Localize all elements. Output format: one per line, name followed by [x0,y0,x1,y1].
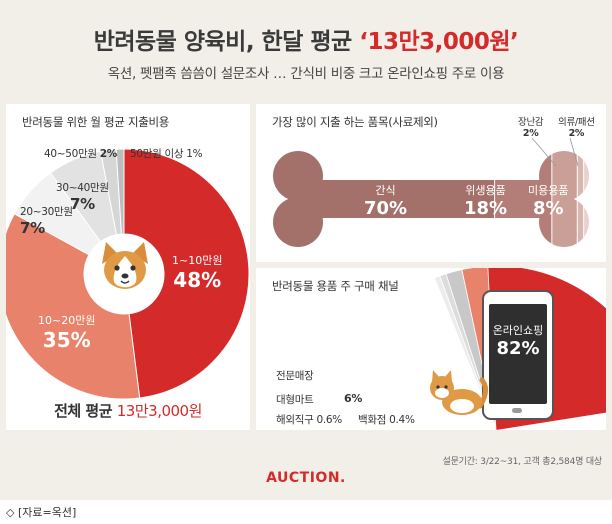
slice-label-40-50: 40~50만원 2% [44,148,118,160]
leader-line-1 [569,137,579,167]
bone-bar-chart [273,137,589,247]
channel-slice-4 [433,275,497,430]
channel-label-department: 백화점 0.4% [358,414,415,426]
channel-value-mart: 6% [344,392,363,405]
item-label-snack: 간식 70% [364,184,408,219]
channel-panel-title: 반려동물 용품 주 구매 채널 [272,279,399,293]
spending-slice-5 [115,148,125,235]
survey-note: 설문기간: 3/22~31, 고객 총2,584명 대상 [442,457,602,467]
page-title: 반려동물 양육비, 한달 평균 ‘13만3,000원’ [0,22,612,56]
bone-segment-3 [577,151,585,247]
channel-panel: 반려동물 용품 주 구매 채널 온라인쇼핑 82% 전문매장 11% 대형마트 6… [256,268,606,430]
items-panel: 가장 많이 지출 하는 품목(사료제외) 간식 70% 위생용품 18% 미용용품 8… [256,104,606,262]
page-subtitle: 옥션, 펫팸족 씀씀이 설문조사 … 간식비 비중 크고 온라인쇼핑 주로 이용 [107,66,505,82]
dog-face-icon [92,237,158,303]
slice-label-20-30: 20~30만원 7% [20,206,73,237]
channel-label-mart: 대형마트 [276,394,314,406]
channel-value-specialty: 11% [354,368,380,381]
title-highlight: ‘13만3,000원’ [359,29,519,55]
item-label-hygiene: 위생용품 18% [464,184,508,219]
auction-logo: AUCTION. [266,470,346,486]
bone-segment-2 [551,151,578,247]
spending-panel: 반려동물 위한 월 평균 지출비용 40~50만원 2% 50만원 이상 1% … [6,104,250,430]
slice-label-30-40: 30~40만원 7% [56,182,109,213]
channel-label-specialty: 전문매장 [276,370,314,382]
cat-icon [430,370,488,415]
spending-slice-1 [6,213,141,400]
spending-slice-0 [123,148,250,399]
slice-label-50plus: 50만원 이상 1% [130,148,203,160]
item-label-beauty: 미용용품 8% [528,184,569,219]
slice-label-1-10: 1~10만원 48% [172,254,223,292]
spending-pie-chart [6,148,250,400]
spending-panel-title: 반려동물 위한 월 평균 지출비용 [22,115,170,129]
bone-segment-4 [583,151,589,247]
channel-label-overseas: 해외직구 0.6% [276,414,342,426]
leader-line-0 [531,137,557,167]
average-total: 전체 평균 13만3,000원 [54,402,202,420]
item-label-clothing: 의류/패션 2% [558,117,595,139]
title-prefix: 반려동물 양육비, 한달 평균 [93,29,353,55]
slice-label-10-20: 10~20만원 35% [38,314,96,352]
phone-icon [482,290,554,420]
channel-label-online: 온라인쇼핑 82% [492,324,544,359]
items-panel-title: 가장 많이 지출 하는 품목(사료제외) [272,115,438,129]
item-label-toys: 장난감 2% [518,117,544,139]
source-note: ◇ [자료=옥션] [6,506,77,519]
